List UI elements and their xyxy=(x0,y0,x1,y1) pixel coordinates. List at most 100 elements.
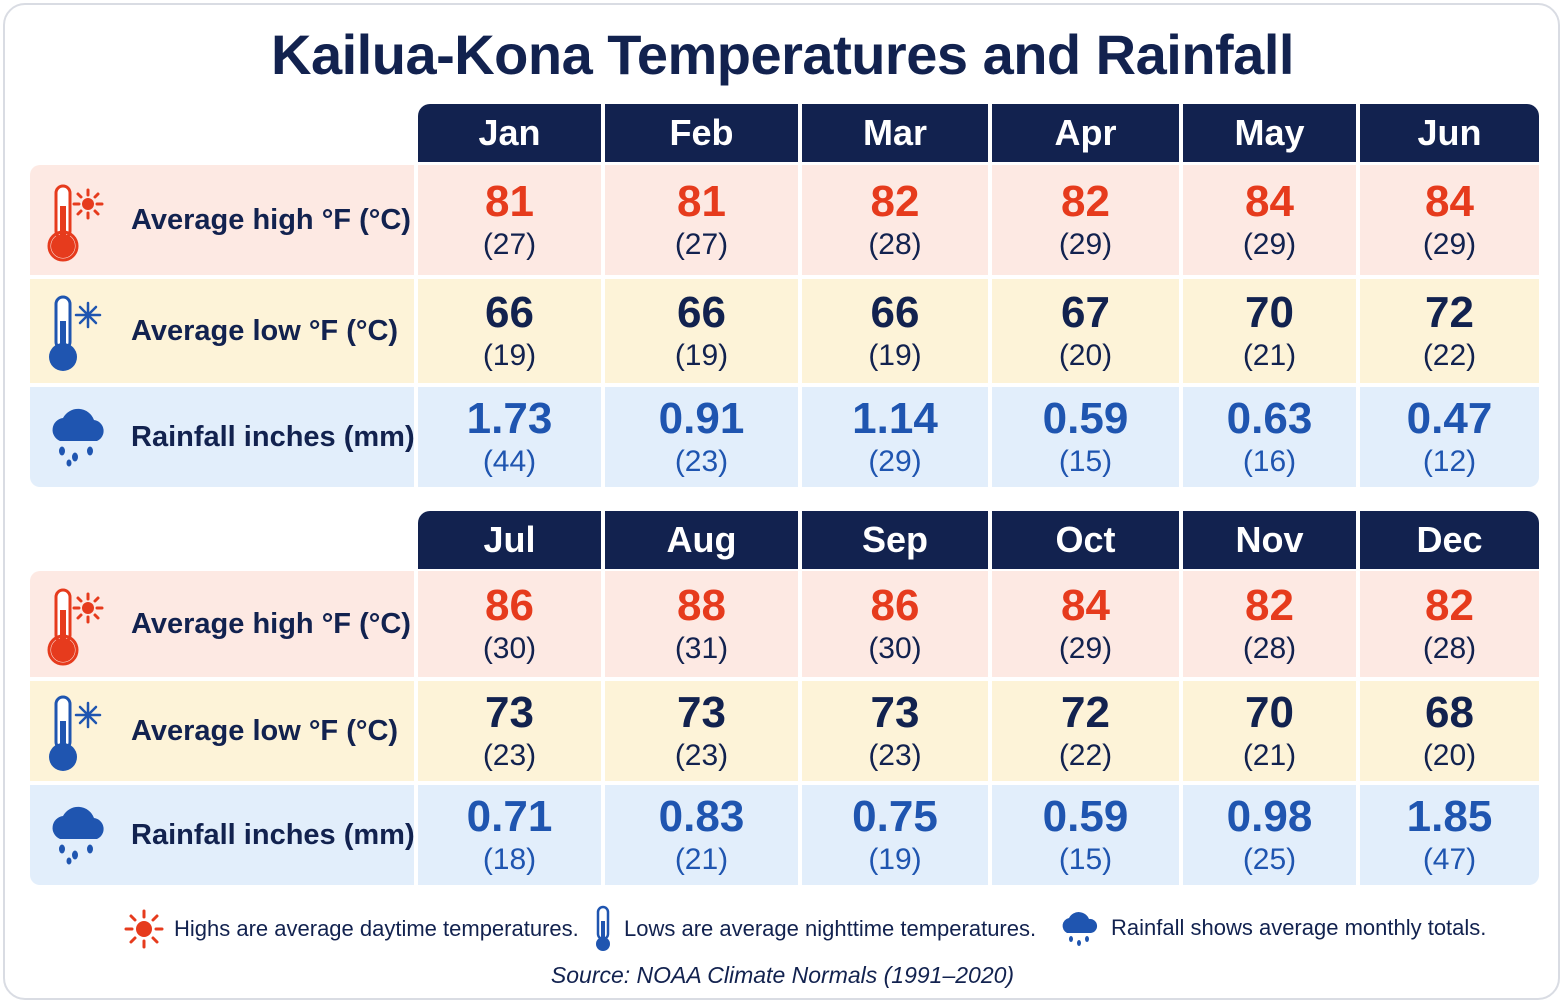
value-high-secondary: (31) xyxy=(674,632,729,665)
value-low-secondary: (19) xyxy=(868,339,922,372)
value-high-primary: 84 xyxy=(1425,177,1474,226)
value-high-secondary: (28) xyxy=(1242,632,1297,665)
column-divider xyxy=(414,165,418,487)
value-low-secondary: (20) xyxy=(1422,739,1477,772)
value-low-primary: 66 xyxy=(677,288,726,337)
rain-cloud-icon xyxy=(46,399,110,474)
value-rain-secondary: (44) xyxy=(482,445,537,478)
value-cell-rain: 1.85 (47) xyxy=(1360,785,1539,885)
value-cell-low: 73 (23) xyxy=(802,681,988,781)
value-low-secondary: (23) xyxy=(482,739,537,772)
column-divider xyxy=(1356,165,1360,487)
value-rain-secondary: (16) xyxy=(1242,445,1297,478)
value-cell-low: 72 (22) xyxy=(992,681,1179,781)
value-rain-primary: 0.71 xyxy=(466,792,553,841)
value-cell-rain: 1.73 (44) xyxy=(418,387,601,487)
page-title: Kailua-Kona Temperatures and Rainfall xyxy=(271,23,1294,86)
value-cell-high: 82 (28) xyxy=(1360,571,1539,677)
value-cell-low: 66 (19) xyxy=(418,279,601,383)
column-divider xyxy=(988,165,992,487)
value-rain-primary: 0.63 xyxy=(1226,394,1313,443)
value-low-secondary: (22) xyxy=(1422,339,1477,372)
row-high-background xyxy=(30,571,1539,677)
value-low-primary: 66 xyxy=(485,288,534,337)
value-low-primary: 73 xyxy=(870,688,920,737)
column-divider xyxy=(798,165,802,487)
row-label-high: Average high °F (°C) xyxy=(131,203,411,236)
value-high-secondary: (29) xyxy=(1242,228,1297,261)
column-divider xyxy=(1356,571,1360,885)
legend-high-text: Highs are average daytime temperatures. xyxy=(174,916,579,941)
column-divider xyxy=(798,571,802,885)
value-cell-high: 88 (31) xyxy=(605,571,798,677)
value-rain-secondary: (15) xyxy=(1058,445,1113,478)
value-cell-low: 67 (20) xyxy=(992,279,1179,383)
value-low-primary: 70 xyxy=(1245,688,1294,737)
value-low-primary: 67 xyxy=(1061,288,1110,337)
value-high-secondary: (28) xyxy=(868,228,922,261)
month-header: Nov xyxy=(1183,511,1356,569)
thermometer-sun-icon xyxy=(46,586,110,671)
value-rain-primary: 1.85 xyxy=(1406,792,1493,841)
value-low-secondary: (21) xyxy=(1242,739,1297,772)
month-header: Jun xyxy=(1360,104,1539,162)
value-cell-rain: 0.83 (21) xyxy=(605,785,798,885)
value-low-secondary: (23) xyxy=(674,739,729,772)
rain-cloud-icon xyxy=(1062,912,1098,946)
row-label-rain: Rainfall inches (mm) xyxy=(131,818,415,851)
value-low-secondary: (19) xyxy=(482,339,537,372)
value-high-secondary: (29) xyxy=(1058,632,1113,665)
value-low-primary: 72 xyxy=(1061,688,1110,737)
value-rain-primary: 0.59 xyxy=(1042,394,1129,443)
month-header: May xyxy=(1183,104,1356,162)
value-high-primary: 82 xyxy=(1245,581,1294,630)
sun-icon xyxy=(124,909,164,949)
column-divider xyxy=(1179,165,1183,487)
month-header: Mar xyxy=(802,104,988,162)
value-high-secondary: (29) xyxy=(1422,228,1477,261)
value-high-primary: 81 xyxy=(485,177,534,226)
value-cell-rain: 0.98 (25) xyxy=(1183,785,1356,885)
month-header: Sep xyxy=(802,511,988,569)
thermometer-snowflake-icon xyxy=(46,693,110,778)
value-high-secondary: (29) xyxy=(1058,228,1113,261)
column-divider xyxy=(988,571,992,885)
value-cell-high: 81 (27) xyxy=(418,165,601,275)
source-note: Source: NOAA Climate Normals (1991–2020) xyxy=(550,962,1015,988)
value-cell-high: 84 (29) xyxy=(1183,165,1356,275)
month-header: Dec xyxy=(1360,511,1539,569)
value-low-secondary: (20) xyxy=(1058,339,1113,372)
value-rain-secondary: (12) xyxy=(1422,445,1477,478)
row-low-background xyxy=(30,279,1539,383)
value-cell-low: 73 (23) xyxy=(605,681,798,781)
value-cell-high: 84 (29) xyxy=(1360,165,1539,275)
legend-high: Highs are average daytime temperatures. xyxy=(124,909,579,949)
value-high-primary: 86 xyxy=(485,581,534,630)
column-divider xyxy=(414,571,418,885)
thermometer-sun-icon xyxy=(46,182,110,267)
value-high-secondary: (30) xyxy=(482,632,537,665)
value-cell-low: 66 (19) xyxy=(802,279,988,383)
month-header: Feb xyxy=(605,104,798,162)
value-rain-secondary: (47) xyxy=(1422,843,1477,876)
value-rain-primary: 0.47 xyxy=(1406,394,1493,443)
month-header: Apr xyxy=(992,104,1179,162)
column-divider xyxy=(601,165,605,487)
thermometer-icon xyxy=(596,905,610,951)
row-high-background xyxy=(30,165,1539,275)
value-cell-high: 82 (29) xyxy=(992,165,1179,275)
value-low-primary: 73 xyxy=(677,688,726,737)
value-high-secondary: (27) xyxy=(674,228,729,261)
value-rain-primary: 0.83 xyxy=(658,792,745,841)
month-header: Jan xyxy=(418,104,601,162)
value-low-secondary: (23) xyxy=(868,739,922,772)
value-cell-rain: 0.59 (15) xyxy=(992,387,1179,487)
value-cell-high: 81 (27) xyxy=(605,165,798,275)
value-rain-secondary: (19) xyxy=(868,843,922,876)
value-cell-low: 72 (22) xyxy=(1360,279,1539,383)
value-rain-primary: 0.59 xyxy=(1042,792,1129,841)
row-label-low: Average low °F (°C) xyxy=(131,314,399,347)
value-cell-rain: 0.91 (23) xyxy=(605,387,798,487)
value-low-primary: 72 xyxy=(1425,288,1474,337)
value-high-primary: 82 xyxy=(1425,581,1474,630)
